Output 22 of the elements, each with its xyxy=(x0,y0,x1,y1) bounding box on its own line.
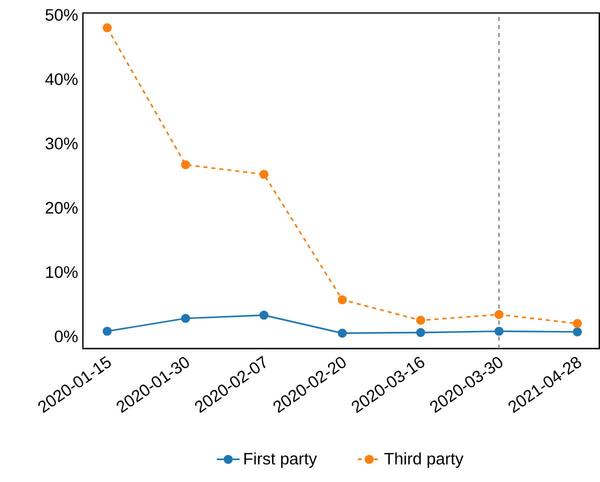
y-tick-label: 20% xyxy=(46,202,78,214)
point xyxy=(572,318,582,328)
point xyxy=(572,327,582,336)
point xyxy=(102,23,112,32)
legend-label: Third party xyxy=(384,452,464,468)
point xyxy=(102,326,112,336)
point xyxy=(181,160,190,170)
point xyxy=(181,314,190,323)
y-tick-label: 50% xyxy=(46,8,78,21)
point xyxy=(494,326,504,336)
legend-label: First party xyxy=(244,452,317,468)
point xyxy=(416,316,426,325)
point xyxy=(338,328,347,338)
point xyxy=(338,294,347,304)
point xyxy=(494,310,504,319)
point xyxy=(259,170,268,179)
y-tick-label: 10% xyxy=(46,266,78,278)
y-tick-label: 0% xyxy=(54,330,78,342)
point xyxy=(416,328,426,337)
y-tick-label: 40% xyxy=(45,73,78,85)
point xyxy=(259,310,268,320)
y-tick-label: 30% xyxy=(46,137,78,150)
